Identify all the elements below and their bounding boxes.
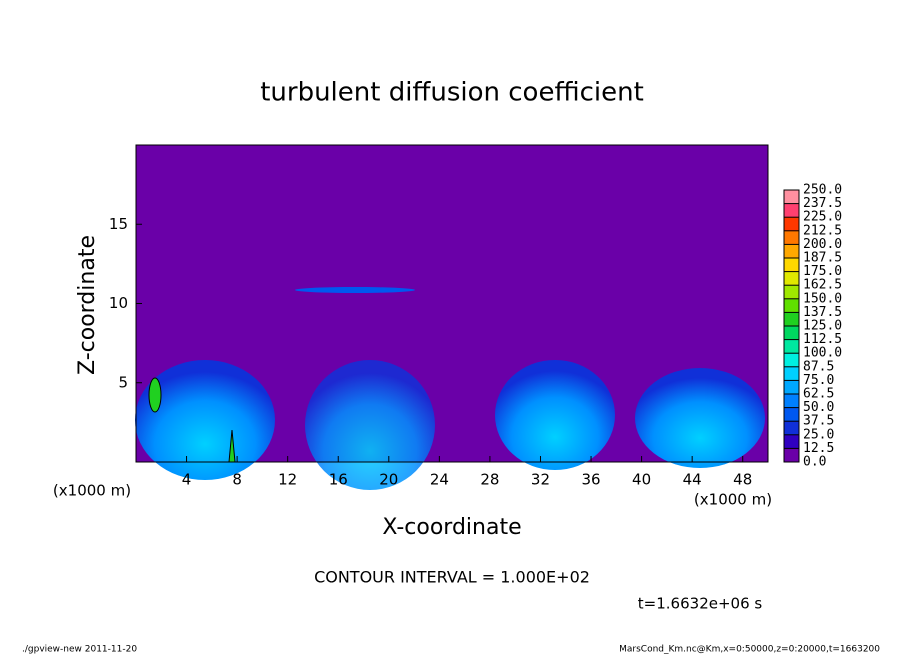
y-tick-label: 15 (109, 215, 128, 233)
colorbar-band (784, 271, 799, 286)
colorbar-label: 212.5 (803, 223, 842, 238)
colorbar-band (784, 326, 799, 340)
colorbar-label: 137.5 (803, 305, 842, 320)
field-swirl (305, 360, 435, 490)
colorbar-label: 150.0 (803, 291, 842, 306)
field-swirl (135, 360, 275, 480)
colorbar-band (784, 407, 799, 422)
colorbar-label: 162.5 (803, 278, 842, 293)
x-unit-label: (x1000 m) (694, 491, 772, 509)
colorbar-band (784, 312, 799, 326)
colorbar-label: 237.5 (803, 196, 842, 211)
x-axis-label: X-coordinate (382, 515, 521, 540)
x-tick-label: 48 (733, 471, 752, 489)
x-tick-label: 8 (232, 471, 242, 489)
field-streak (295, 287, 415, 293)
colorbar-label: 25.0 (803, 427, 834, 442)
colorbar-band (784, 421, 799, 435)
field-swirl (635, 368, 765, 468)
colorbar-label: 112.5 (803, 332, 842, 347)
colorbar-label: 175.0 (803, 264, 842, 279)
colorbar-label: 100.0 (803, 346, 842, 361)
colorbar-label: 87.5 (803, 359, 834, 374)
colorbar-band (784, 353, 799, 367)
colorbar-label: 125.0 (803, 319, 842, 334)
y-tick-label: 10 (109, 294, 128, 312)
y-tick-label: 5 (118, 373, 128, 391)
colorbar-label: 12.5 (803, 441, 834, 456)
x-tick-label: 20 (379, 471, 398, 489)
colorbar-band (784, 244, 799, 258)
colorbar-band (784, 394, 799, 408)
colorbar-band (784, 380, 799, 394)
colorbar-label: 225.0 (803, 210, 842, 225)
colorbar-label: 50.0 (803, 400, 834, 415)
colorbar-band (784, 434, 799, 449)
footer-left: ./gpview-new 2011-11-20 (22, 645, 137, 654)
colorbar-band (784, 203, 799, 218)
colorbar-band (784, 230, 799, 245)
x-tick-label: 40 (632, 471, 651, 489)
x-tick-label: 36 (581, 471, 600, 489)
colorbar-label: 75.0 (803, 373, 834, 388)
x-tick-label: 16 (329, 471, 348, 489)
colorbar-band (784, 448, 799, 462)
x-tick-label: 44 (683, 471, 702, 489)
chart-title: turbulent diffusion coefficient (260, 78, 644, 108)
colorbar-label: 0.0 (803, 455, 826, 470)
x-tick-label: 4 (182, 471, 192, 489)
x-tick-label: 32 (531, 471, 550, 489)
colorbar-band (784, 298, 799, 313)
colorbar-label: 187.5 (803, 251, 842, 266)
x-tick-label: 24 (430, 471, 449, 489)
colorbar-band (784, 258, 799, 272)
x-tick-label: 28 (480, 471, 499, 489)
colorbar-label: 37.5 (803, 414, 834, 429)
colorbar-band (784, 366, 799, 381)
colorbar-band (784, 190, 799, 204)
field-decoration (135, 144, 769, 490)
time-label: t=1.6632e+06 s (638, 595, 763, 613)
colorbar-band (784, 339, 799, 354)
colorbar-band (784, 217, 799, 231)
footer-right: MarsCond_Km.nc@Km,x=0:50000,z=0:20000,t=… (619, 645, 880, 654)
colorbar-band (784, 285, 799, 299)
colorbar-label: 250.0 (803, 183, 842, 198)
field-swirl (495, 360, 615, 470)
y-axis-label: Z-coordinate (75, 235, 100, 375)
x-tick-label: 12 (278, 471, 297, 489)
y-unit-label: (x1000 m) (53, 482, 131, 500)
field-spot (148, 377, 162, 413)
contour-interval: CONTOUR INTERVAL = 1.000E+02 (314, 568, 590, 587)
colorbar-label: 200.0 (803, 237, 842, 252)
colorbar-label: 62.5 (803, 387, 834, 402)
